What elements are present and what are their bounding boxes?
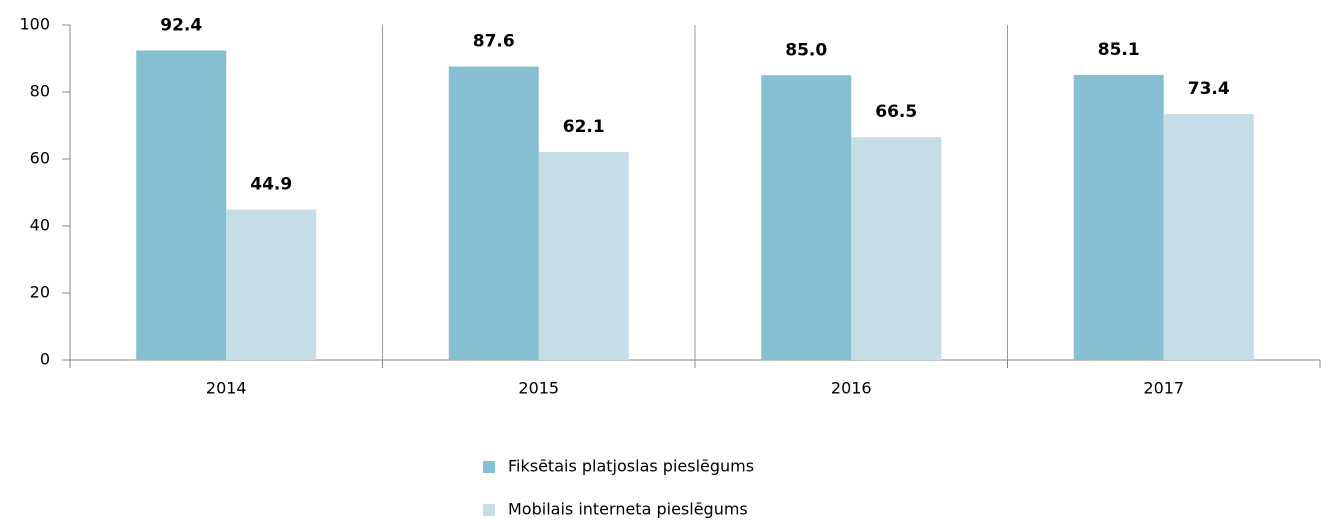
data-label: 73.4: [1188, 79, 1230, 99]
data-label: 44.9: [250, 175, 292, 195]
x-tick-label: 2014: [206, 379, 247, 398]
legend-label: Mobilais interneta pieslēgums: [508, 500, 748, 519]
y-tick-label: 60: [30, 149, 50, 168]
bar: [448, 66, 539, 360]
data-label: 62.1: [563, 117, 605, 137]
bar: [136, 50, 227, 361]
data-label: 66.5: [875, 102, 917, 122]
data-label: 85.0: [785, 40, 827, 60]
data-label: 85.1: [1098, 40, 1140, 60]
legend-swatch: [483, 504, 495, 516]
bar: [226, 209, 317, 360]
y-tick-label: 20: [30, 283, 50, 302]
legend-label: Fiksētais platjoslas pieslēgums: [508, 457, 754, 476]
x-tick-label: 2017: [1143, 379, 1184, 398]
bar: [761, 75, 852, 360]
y-tick-label: 40: [30, 216, 50, 235]
x-tick-label: 2015: [518, 379, 559, 398]
bar: [851, 137, 942, 360]
bar: [1163, 114, 1254, 360]
x-tick-label: 2016: [831, 379, 872, 398]
data-label: 92.4: [160, 15, 202, 35]
data-label: 87.6: [473, 32, 515, 52]
bar: [538, 151, 629, 360]
y-tick-label: 0: [40, 350, 50, 369]
bar: [1073, 74, 1164, 360]
y-tick-label: 100: [19, 15, 50, 34]
y-tick-label: 80: [30, 82, 50, 101]
legend-swatch: [483, 461, 495, 473]
